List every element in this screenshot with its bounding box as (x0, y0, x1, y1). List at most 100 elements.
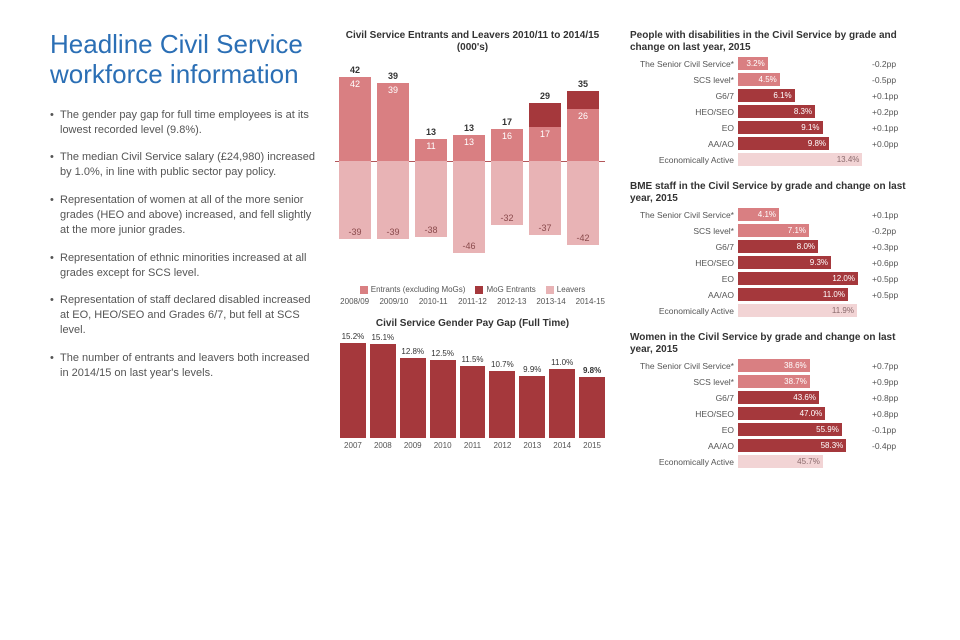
page: Headline Civil Service workforce informa… (0, 0, 960, 503)
chart-row: The Senior Civil Service*4.1%+0.1pp (630, 207, 920, 222)
change-value: +0.5pp (868, 274, 898, 284)
bar-total-label: 39 (377, 71, 409, 81)
leaver-value: -38 (415, 225, 447, 235)
bar-value: 8.3% (794, 105, 812, 118)
row-label: The Senior Civil Service* (630, 59, 738, 69)
bars-area: 4242-393939-391113-381313-461617-321729-… (335, 59, 610, 279)
leaver-value: -42 (567, 233, 599, 243)
bar-track: 9.8% (738, 137, 868, 150)
bar-value: 38.6% (784, 359, 807, 372)
x-label: 2014-15 (571, 297, 610, 306)
change-value: +0.5pp (868, 290, 898, 300)
bar-value: 6.1% (773, 89, 791, 102)
bar: 38.6% (738, 359, 810, 372)
bar-value: 4.1% (758, 208, 776, 221)
change-value: -0.4pp (868, 441, 896, 451)
bars-area: 15.2%200715.1%200812.8%200912.5%201011.5… (335, 335, 610, 450)
bar-total-label: 13 (453, 123, 485, 133)
chart-title: BME staff in the Civil Service by grade … (630, 181, 920, 204)
chart-row: SCS level*4.5%-0.5pp (630, 72, 920, 87)
bar-track: 11.0% (738, 288, 868, 301)
bar-value: 12.5% (431, 349, 454, 358)
bar: 7.1% (738, 224, 809, 237)
row-label: G6/7 (630, 393, 738, 403)
change-value: +0.1pp (868, 91, 898, 101)
x-label: 2013 (523, 441, 541, 450)
bar-value: 26 (567, 111, 599, 121)
bar-value: 10.7% (491, 360, 514, 369)
paygap-bar-group: 11.5%2011 (460, 355, 486, 450)
bar (430, 360, 456, 438)
change-value: +0.9pp (868, 377, 898, 387)
chart-row: Economically Active11.9% (630, 303, 920, 318)
bar-value: 11 (415, 141, 447, 151)
bar-total-label: 35 (567, 79, 599, 89)
legend: Entrants (excluding MoGs)MoG EntrantsLea… (335, 285, 610, 294)
bar-track: 11.9% (738, 304, 868, 317)
bar-track: 6.1% (738, 89, 868, 102)
bar: 4.1% (738, 208, 779, 221)
bar: 3.2% (738, 57, 768, 70)
change-value: +0.0pp (868, 139, 898, 149)
leaver-value: -32 (491, 213, 523, 223)
legend-item: Entrants (excluding MoGs) (360, 285, 466, 294)
bar-value: 9.9% (523, 365, 541, 374)
chart-row: EO 12.0% +0.5pp (630, 271, 920, 286)
bar-total-label: 42 (339, 65, 371, 75)
bar-track: 13.4% (738, 153, 868, 166)
x-label: 2015 (583, 441, 601, 450)
bar: 47.0% (738, 407, 825, 420)
x-label: 2014 (553, 441, 571, 450)
bar: 6.1% (738, 89, 795, 102)
bar-value: 7.1% (788, 224, 806, 237)
bar: 11.0% (738, 288, 848, 301)
bar (579, 377, 605, 438)
change-value: +0.2pp (868, 107, 898, 117)
leaver-value: -39 (377, 227, 409, 237)
row-label: AA/AO (630, 290, 738, 300)
leaver-value: -37 (529, 223, 561, 233)
bar-track: 58.3% (738, 439, 868, 452)
bar-value: 43.6% (793, 391, 816, 404)
bar: 55.9% (738, 423, 842, 436)
chart-row: HEO/SEO9.3%+0.6pp (630, 255, 920, 270)
leaver-value: -39 (339, 227, 371, 237)
bar (340, 343, 366, 438)
bullet-list: The gender pay gap for full time employe… (50, 108, 315, 381)
chart-row: SCS level*38.7%+0.9pp (630, 374, 920, 389)
x-label: 2011-12 (453, 297, 492, 306)
entrant-bar (339, 77, 371, 161)
bar-value: 38.7% (784, 375, 807, 388)
change-value: +0.7pp (868, 361, 898, 371)
paygap-bar-group: 12.5%2010 (430, 349, 456, 450)
row-label: EO (630, 274, 738, 284)
row-label: EO (630, 425, 738, 435)
legend-swatch (360, 286, 368, 294)
bar-value: 12.0% (832, 272, 855, 285)
bullet-item: Representation of ethnic minorities incr… (50, 251, 315, 281)
bar (549, 369, 575, 438)
chart-row: HEO/SEO47.0%+0.8pp (630, 406, 920, 421)
row-label: HEO/SEO (630, 409, 738, 419)
bar-value: 17 (529, 129, 561, 139)
bar-track: 38.6% (738, 359, 868, 372)
bar-value: 11.0% (551, 358, 573, 367)
bar: 13.4% (738, 153, 862, 166)
row-label: HEO/SEO (630, 107, 738, 117)
bar-value: 12.8% (401, 347, 424, 356)
row-label: HEO/SEO (630, 258, 738, 268)
bar-value: 47.0% (800, 407, 823, 420)
bar-total-label: 17 (491, 117, 523, 127)
bar-track: 43.6% (738, 391, 868, 404)
bar: 4.5% (738, 73, 780, 86)
legend-item: MoG Entrants (475, 285, 535, 294)
bar-track: 8.3% (738, 105, 868, 118)
row-label: AA/AO (630, 139, 738, 149)
bar-value: 11.0% (823, 288, 845, 301)
bar-track: 9.1% (738, 121, 868, 134)
bullet-item: Representation of women at all of the mo… (50, 193, 315, 238)
paygap-bar-group: 10.7%2012 (489, 360, 515, 450)
bar-track: 45.7% (738, 455, 868, 468)
bar-value: 55.9% (816, 423, 839, 436)
change-value: -0.5pp (868, 75, 896, 85)
